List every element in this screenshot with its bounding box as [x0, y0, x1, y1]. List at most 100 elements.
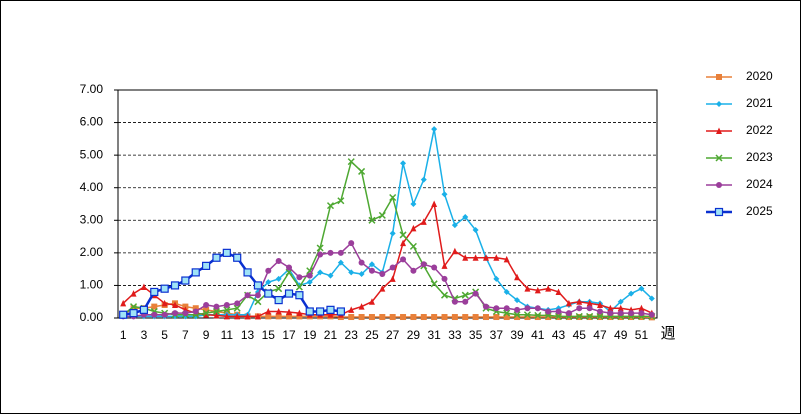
data-point: [461, 291, 469, 299]
data-point: [451, 314, 458, 321]
data-point: [129, 309, 138, 318]
legend-label: 2021: [746, 96, 773, 110]
data-point: [120, 299, 127, 307]
data-point: [275, 313, 282, 320]
data-point: [617, 310, 624, 317]
data-point: [389, 275, 396, 282]
data-point: [160, 284, 169, 293]
data-point: [358, 303, 365, 310]
data-point: [223, 301, 230, 308]
data-point: [212, 307, 221, 316]
data-point: [441, 314, 448, 321]
data-point: [275, 285, 283, 293]
data-point: [400, 239, 407, 247]
x-tick-label: 35: [469, 328, 483, 342]
data-point: [358, 259, 365, 266]
data-point: [431, 264, 438, 271]
x-tick-label: 37: [490, 328, 504, 342]
data-point: [203, 311, 210, 318]
y-tick-label: 1.00: [80, 278, 104, 292]
data-point: [514, 314, 521, 321]
data-point: [400, 314, 407, 321]
data-point: [534, 314, 541, 321]
data-point: [203, 301, 210, 308]
data-point: [305, 307, 314, 316]
data-point: [254, 312, 261, 320]
data-point: [295, 291, 304, 300]
data-point: [368, 267, 375, 274]
x-tick-label: 19: [303, 328, 317, 342]
data-point: [462, 314, 469, 321]
data-point: [151, 311, 158, 318]
x-tick-label: 31: [427, 328, 441, 342]
x-tick-label: 47: [593, 328, 607, 342]
data-point: [596, 312, 604, 320]
data-point: [253, 281, 263, 290]
x-tick-label: 3: [141, 328, 148, 342]
data-point: [130, 290, 137, 297]
data-point: [451, 298, 458, 305]
data-point: [596, 308, 603, 315]
data-point: [286, 313, 293, 320]
data-point: [389, 264, 396, 271]
data-point: [233, 304, 241, 312]
data-point: [441, 275, 448, 282]
data-point: [213, 303, 220, 310]
data-point: [389, 230, 396, 237]
data-point: [172, 310, 179, 317]
data-point: [503, 309, 511, 317]
data-point: [472, 314, 479, 321]
series-line: [122, 160, 652, 318]
data-point: [347, 158, 355, 166]
data-point: [472, 227, 479, 234]
data-point: [493, 254, 500, 261]
data-point: [202, 309, 210, 317]
data-point: [420, 176, 427, 183]
x-tick-label: 15: [262, 328, 276, 342]
data-point: [326, 202, 335, 210]
data-point: [420, 218, 427, 225]
data-point: [565, 310, 572, 317]
x-tick-label: 1: [120, 328, 127, 342]
x-tick-label: 29: [407, 328, 421, 342]
data-point: [170, 281, 180, 290]
data-point: [555, 288, 562, 295]
data-point: [607, 304, 614, 312]
data-point: [514, 306, 521, 313]
legend-label: 2024: [746, 177, 773, 191]
data-point: [244, 292, 251, 299]
data-point: [514, 297, 521, 304]
data-point: [140, 283, 147, 291]
data-point: [296, 274, 303, 281]
data-point: [420, 314, 427, 321]
data-point: [130, 305, 137, 312]
x-tick-label: 39: [510, 328, 524, 342]
series-line: [122, 251, 342, 316]
data-point: [596, 301, 603, 308]
x-tick-label: 9: [203, 328, 210, 342]
data-point: [493, 305, 500, 312]
data-point: [317, 251, 324, 258]
data-point: [337, 197, 345, 205]
data-point: [275, 307, 282, 315]
data-point: [150, 287, 159, 297]
plot-area: [117, 89, 658, 319]
data-point: [410, 224, 417, 232]
data-point: [348, 306, 355, 313]
data-point: [265, 307, 272, 315]
data-point: [139, 305, 149, 314]
data-point: [462, 298, 469, 305]
data-point: [648, 295, 655, 302]
data-point: [326, 305, 335, 314]
data-point: [462, 214, 469, 221]
data-point: [234, 312, 241, 320]
data-point: [617, 298, 624, 305]
data-point: [503, 255, 510, 263]
x-tick-label: 5: [161, 328, 168, 342]
data-point: [306, 279, 313, 286]
x-tick-label: 17: [282, 328, 296, 342]
x-tick-label: 49: [614, 328, 628, 342]
data-point: [617, 304, 624, 312]
data-point: [503, 288, 510, 295]
